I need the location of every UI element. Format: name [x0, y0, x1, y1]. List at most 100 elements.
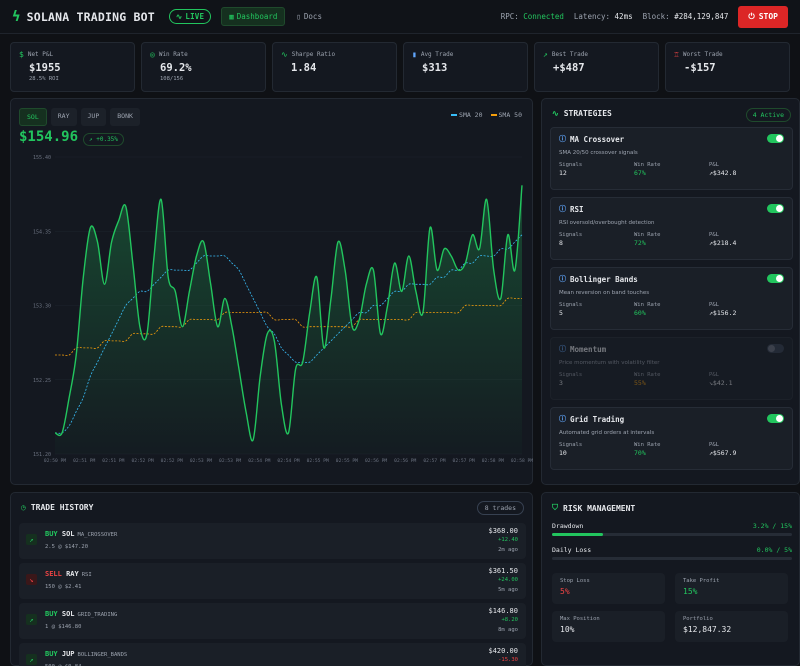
bars-icon: ▮	[412, 50, 417, 59]
pnl-label: P&L	[709, 442, 719, 448]
tab-bonk[interactable]: BONK	[110, 108, 140, 126]
win-rate-label: Win Rate	[634, 372, 661, 378]
win-rate-label: Win Rate	[634, 442, 661, 448]
drawdown-value: 3.2% / 15%	[752, 522, 792, 530]
strategy-toggle[interactable]	[767, 344, 784, 353]
risk-setting: Take Profit 15%	[675, 573, 788, 604]
stop-button[interactable]: ⏻ STOP	[738, 5, 788, 28]
legend-swatch	[490, 114, 497, 116]
strategy-toggle[interactable]	[767, 274, 784, 283]
risk-title: RISK MANAGEMENT	[563, 503, 636, 513]
info-icon: ⓘ	[559, 345, 566, 353]
trade-side: BUY	[45, 530, 58, 538]
signals-label: Signals	[559, 302, 583, 308]
signals-label: Signals	[559, 232, 583, 238]
nav-dashboard[interactable]: ▦ Dashboard	[221, 7, 286, 26]
drawdown-label: Drawdown	[552, 522, 584, 530]
win-rate-metric: Win Rate 60%	[634, 302, 709, 317]
trade-token: RAY	[66, 570, 79, 578]
x-tick-label: 02:55 PM	[336, 458, 358, 464]
trade-title: BUY JUP BOLLINGER_BANDS	[45, 650, 127, 658]
trade-time: 2m ago	[498, 547, 518, 553]
pnl-row: ↗$156.2	[709, 309, 784, 317]
strategy-metrics: Signals 12 Win Rate 67% P&L ↗$342.8	[559, 162, 784, 177]
x-tick-label: 02:56 PM	[394, 458, 416, 464]
latency-label: Latency:	[573, 12, 611, 21]
arrow-down-right-icon: ↘	[26, 574, 37, 585]
tab-ray[interactable]: RAY	[50, 108, 77, 126]
trade-time: 8m ago	[498, 627, 518, 633]
win-rate-label: Win Rate	[634, 232, 661, 238]
brand: ϟ SOLANA TRADING BOT ∿ LIVE	[12, 9, 212, 25]
strategy-toggle[interactable]	[767, 204, 784, 213]
book-icon: ▯	[296, 12, 301, 21]
stat-card: ♖ Worst Trade -$157	[665, 42, 790, 92]
block-status: Block: #284,129,847	[643, 12, 729, 21]
stat-label-row: ♖ Worst Trade	[674, 50, 781, 59]
legend-item: SMA 50	[490, 111, 522, 119]
risk-setting: Portfolio $12,847.32	[675, 611, 788, 642]
strategy-toggle[interactable]	[767, 414, 784, 423]
stat-label: Worst Trade	[682, 51, 723, 58]
stat-value: $313	[422, 62, 448, 74]
stat-card: ◎ Win Rate 69.2% 108/156	[141, 42, 266, 92]
stat-sub: 28.5% ROI	[29, 76, 59, 82]
strategies-panel: ∿ STRATEGIES 4 Active ⓘ MA Crossover SMA 20…	[541, 98, 800, 485]
signals-metric: Signals 8	[559, 232, 634, 247]
risk-setting-label: Stop Loss	[560, 578, 590, 584]
y-tick-label: 151.20	[33, 452, 51, 458]
strategy-metrics: Signals 8 Win Rate 72% P&L ↗$218.4	[559, 232, 784, 247]
stat-card: ∿ Sharpe Ratio 1.84	[272, 42, 397, 92]
x-tick-label: 02:53 PM	[219, 458, 241, 464]
strategy-desc: Price momentum with volatility filter	[559, 360, 660, 366]
tab-sol[interactable]: SOL	[19, 108, 47, 126]
signals-metric: Signals 12	[559, 162, 634, 177]
legend-item: SMA 20	[451, 111, 483, 119]
stop-label: STOP	[758, 12, 778, 21]
stat-sub: 108/156	[160, 76, 184, 82]
tab-jup[interactable]: JUP	[80, 108, 107, 126]
drawdown-fill	[552, 533, 604, 536]
trade-row[interactable]: ↗ BUY SOL GRID_TRADING 1 @ $146.80 $146.80 +8…	[19, 603, 526, 639]
arrow-up-right-icon: ↗	[26, 654, 37, 665]
trade-detail: 500 @ $0.84	[45, 664, 81, 666]
signals-label: Signals	[559, 372, 583, 378]
trade-strategy: RSI	[81, 572, 92, 578]
stat-label: Avg Trade	[420, 51, 454, 58]
strategy-metrics: Signals 3 Win Rate 55% P&L ↘$42.1	[559, 372, 784, 387]
trade-detail: 1 @ $146.80	[45, 624, 82, 630]
x-tick-label: 02:57 PM	[423, 458, 445, 464]
strategy-card: ⓘ Bollinger Bands Mean reversion on band t…	[550, 267, 793, 330]
strategy-name: Bollinger Bands	[570, 274, 638, 284]
trade-history-title: TRADE HISTORY	[30, 503, 94, 512]
trade-total: $368.00	[488, 527, 518, 535]
trade-title: BUY SOL GRID_TRADING	[45, 610, 117, 618]
x-tick-label: 02:52 PM	[131, 458, 153, 464]
pnl-metric: P&L ↗$567.9	[709, 442, 784, 457]
y-tick-label: 155.40	[33, 155, 51, 161]
trade-strategy: MA_CROSSOVER	[77, 532, 118, 538]
live-badge: ∿ LIVE	[168, 9, 212, 24]
win-rate-metric: Win Rate 55%	[634, 372, 709, 387]
stat-value: 69.2%	[160, 62, 192, 74]
dollar-icon: $	[19, 50, 24, 59]
x-tick-label: 02:54 PM	[248, 458, 270, 464]
daily-loss-value: 0.0% / 5%	[756, 546, 792, 554]
trade-pnl: +12.40	[498, 537, 518, 543]
nav-docs[interactable]: ▯ Docs	[289, 8, 329, 25]
price-line	[54, 185, 523, 442]
strategy-desc: RSI oversold/overbought detection	[559, 220, 655, 226]
nav-docs-label: Docs	[303, 12, 322, 21]
strategy-name-row: ⓘ MA Crossover	[559, 134, 784, 144]
win-rate-value: 60%	[634, 309, 646, 317]
signals-value: 12	[559, 169, 567, 177]
trade-row[interactable]: ↗ BUY SOL MA_CROSSOVER 2.5 @ $147.20 $368.00…	[19, 523, 526, 559]
risk-header: ⛉ RISK MANAGEMENT	[552, 503, 635, 513]
rpc-status: RPC: Connected	[501, 12, 564, 21]
strategy-desc: SMA 20/50 crossover signals	[559, 150, 638, 156]
rpc-value: Connected	[523, 12, 564, 21]
trade-row[interactable]: ↘ SELL RAY RSI 150 @ $2.41 $361.50 +24.00 5m a…	[19, 563, 526, 599]
clock-icon: ◷	[21, 503, 26, 512]
strategy-toggle[interactable]	[767, 134, 784, 143]
